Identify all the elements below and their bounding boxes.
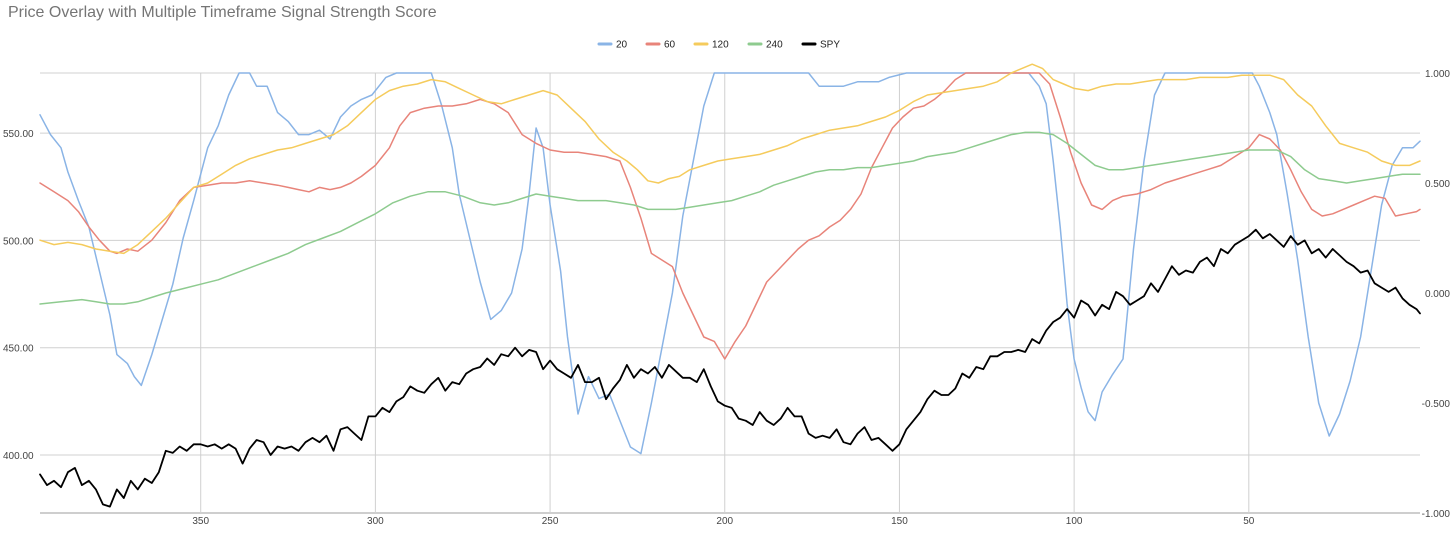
series-layer — [39, 63, 1421, 508]
y-left-tick-label: 500.00 — [3, 236, 34, 247]
x-tick-label: 100 — [1066, 516, 1083, 527]
x-tick-label: 350 — [192, 516, 209, 527]
y-right-tick-label: -1.000 — [1422, 509, 1451, 520]
legend-item-240: 240 — [747, 40, 783, 51]
y-right-tick-label: 0.500 — [1425, 179, 1450, 190]
grid-layer — [40, 72, 1420, 514]
legend-item-120: 120 — [693, 40, 729, 51]
series-line-20 — [39, 72, 1421, 455]
series-line-60 — [39, 72, 1421, 360]
legend: 20 60 120 240 SPY — [597, 40, 840, 51]
y-left-tick-label: 550.00 — [3, 129, 34, 140]
legend-item-20: 20 — [597, 40, 628, 51]
y-right-tick-label: 0.000 — [1425, 289, 1450, 300]
x-tick-label: 300 — [367, 516, 384, 527]
x-tick-label: 200 — [716, 516, 733, 527]
x-tick-label: 50 — [1243, 516, 1255, 527]
legend-item-60: 60 — [645, 40, 676, 51]
y-right-tick-label: 1.000 — [1425, 69, 1450, 80]
legend-label: 20 — [616, 40, 628, 51]
series-line-120 — [39, 63, 1421, 255]
x-tick-label: 250 — [542, 516, 559, 527]
legend-label: 120 — [712, 40, 729, 51]
legend-label: SPY — [820, 40, 840, 51]
legend-item-spy: SPY — [801, 40, 840, 51]
legend-label: 240 — [766, 40, 783, 51]
x-tick-label: 150 — [891, 516, 908, 527]
y-left-tick-label: 450.00 — [3, 344, 34, 355]
series-line-spy — [39, 228, 1421, 508]
y-right-tick-label: -0.500 — [1422, 399, 1451, 410]
y-left-tick-label: 400.00 — [3, 451, 34, 462]
legend-label: 60 — [664, 40, 676, 51]
axis-layer: 350 300 250 200 150 100 50 400.00 450.00 500.00 55… — [3, 69, 1450, 527]
chart-title: Price Overlay with Multiple Timeframe Si… — [8, 4, 437, 21]
series-line-240 — [39, 131, 1421, 305]
